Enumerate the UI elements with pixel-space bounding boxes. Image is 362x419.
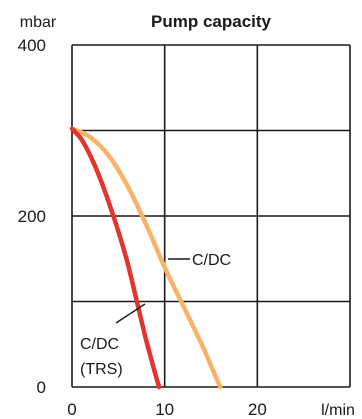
annotation-cdc-trs: C/DC xyxy=(80,336,119,353)
plot-grid xyxy=(71,44,351,388)
annotation-leader-cdc-trs xyxy=(115,303,146,324)
chart-title: Pump capacity xyxy=(151,12,272,31)
annotation-trs: (TRS) xyxy=(80,361,123,378)
y-tick-label: 0 xyxy=(37,378,46,397)
y-axis-label: mbar xyxy=(20,14,57,31)
y-tick-label: 400 xyxy=(18,36,46,55)
x-axis-label: l/min xyxy=(321,402,355,419)
annotations: C/DC C/DC (TRS) xyxy=(80,252,231,378)
series-lines xyxy=(69,126,223,390)
x-tick-label: 0 xyxy=(67,400,76,419)
x-tick-label: 10 xyxy=(155,400,174,419)
series-line-cdc-trs xyxy=(69,126,162,390)
annotation-cdc: C/DC xyxy=(192,252,231,269)
series-line-cdc xyxy=(69,126,223,390)
y-tick-label: 200 xyxy=(18,207,46,226)
x-tick-label: 20 xyxy=(248,400,267,419)
